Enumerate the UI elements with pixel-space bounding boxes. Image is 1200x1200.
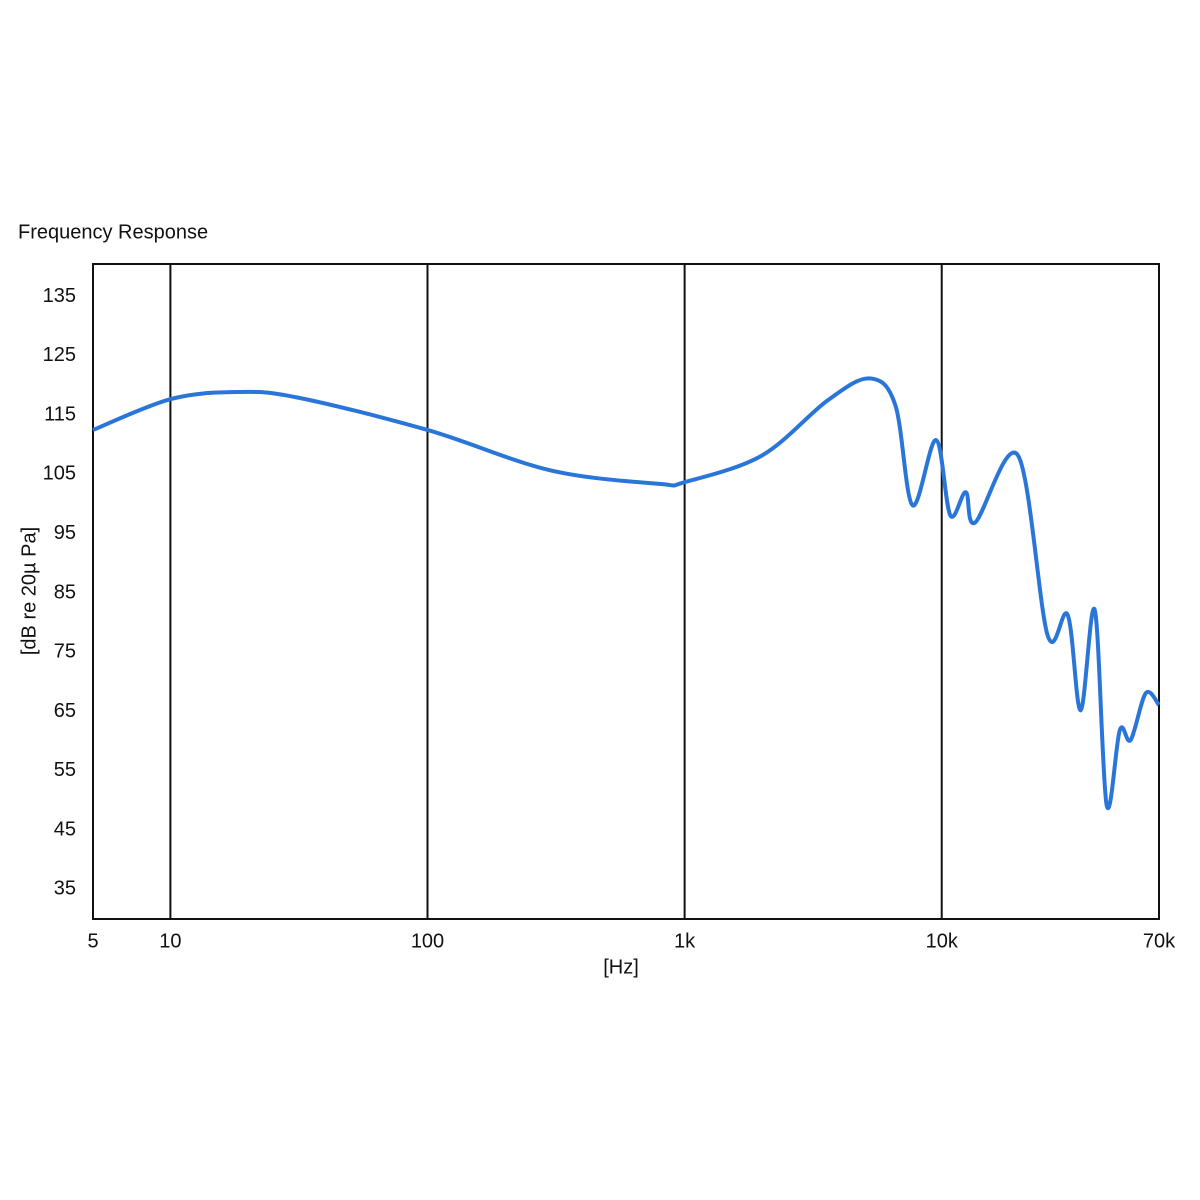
y-tick-label: 135: [43, 285, 76, 307]
y-tick-label: 125: [43, 344, 76, 366]
x-tick-label: 1k: [674, 930, 696, 952]
y-tick-label: 105: [43, 463, 76, 485]
x-tick-label: 5: [87, 930, 98, 952]
y-tick-label: 115: [44, 403, 76, 425]
response-line: [92, 376, 1161, 811]
y-axis-label: [dB re 20µ Pa]: [18, 527, 40, 655]
x-tick-label: 70k: [1143, 930, 1176, 952]
y-tick-label: 65: [54, 700, 76, 722]
y-tick-label: 75: [54, 641, 76, 663]
y-tick-label: 55: [54, 759, 76, 781]
y-tick-label: 85: [54, 581, 76, 603]
plot-frame: [92, 263, 1160, 920]
y-tick-label: 45: [54, 818, 76, 840]
x-tick-label: 10k: [926, 930, 959, 952]
x-axis-label: [Hz]: [603, 956, 639, 978]
y-tick-label: 35: [54, 878, 76, 900]
chart-title: Frequency Response: [18, 221, 208, 243]
x-tick-label: 10: [159, 930, 181, 952]
y-tick-label: 95: [54, 522, 76, 544]
x-tick-label: 100: [411, 930, 444, 952]
